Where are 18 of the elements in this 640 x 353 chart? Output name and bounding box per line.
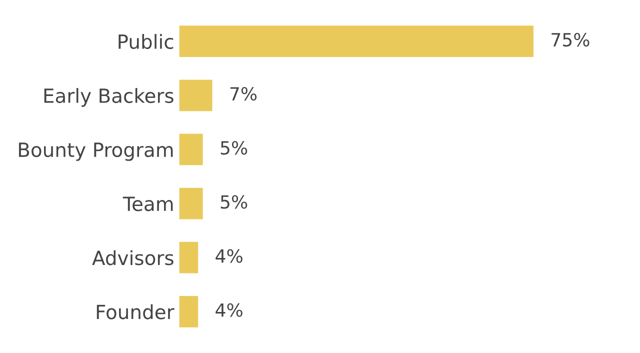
data-label: 7%	[230, 86, 257, 101]
data-label: 5%	[220, 195, 248, 209]
bar	[179, 26, 534, 58]
y-tick-label: Early Backers	[44, 88, 174, 107]
bar	[179, 188, 203, 220]
data-label: 5%	[220, 141, 248, 155]
y-tick-label: Advisors	[92, 250, 174, 266]
bar	[179, 296, 198, 328]
y-tick-label: Public	[118, 34, 174, 50]
bar	[179, 80, 212, 112]
data-label: 75%	[552, 32, 590, 47]
y-tick-label: Team	[122, 196, 173, 212]
y-tick-label: Founder	[96, 304, 174, 320]
bar	[179, 134, 203, 166]
y-tick-label: Bounty Program	[19, 142, 173, 161]
bar	[179, 242, 198, 274]
data-label: 4%	[216, 249, 242, 263]
data-label: 4%	[216, 303, 242, 317]
